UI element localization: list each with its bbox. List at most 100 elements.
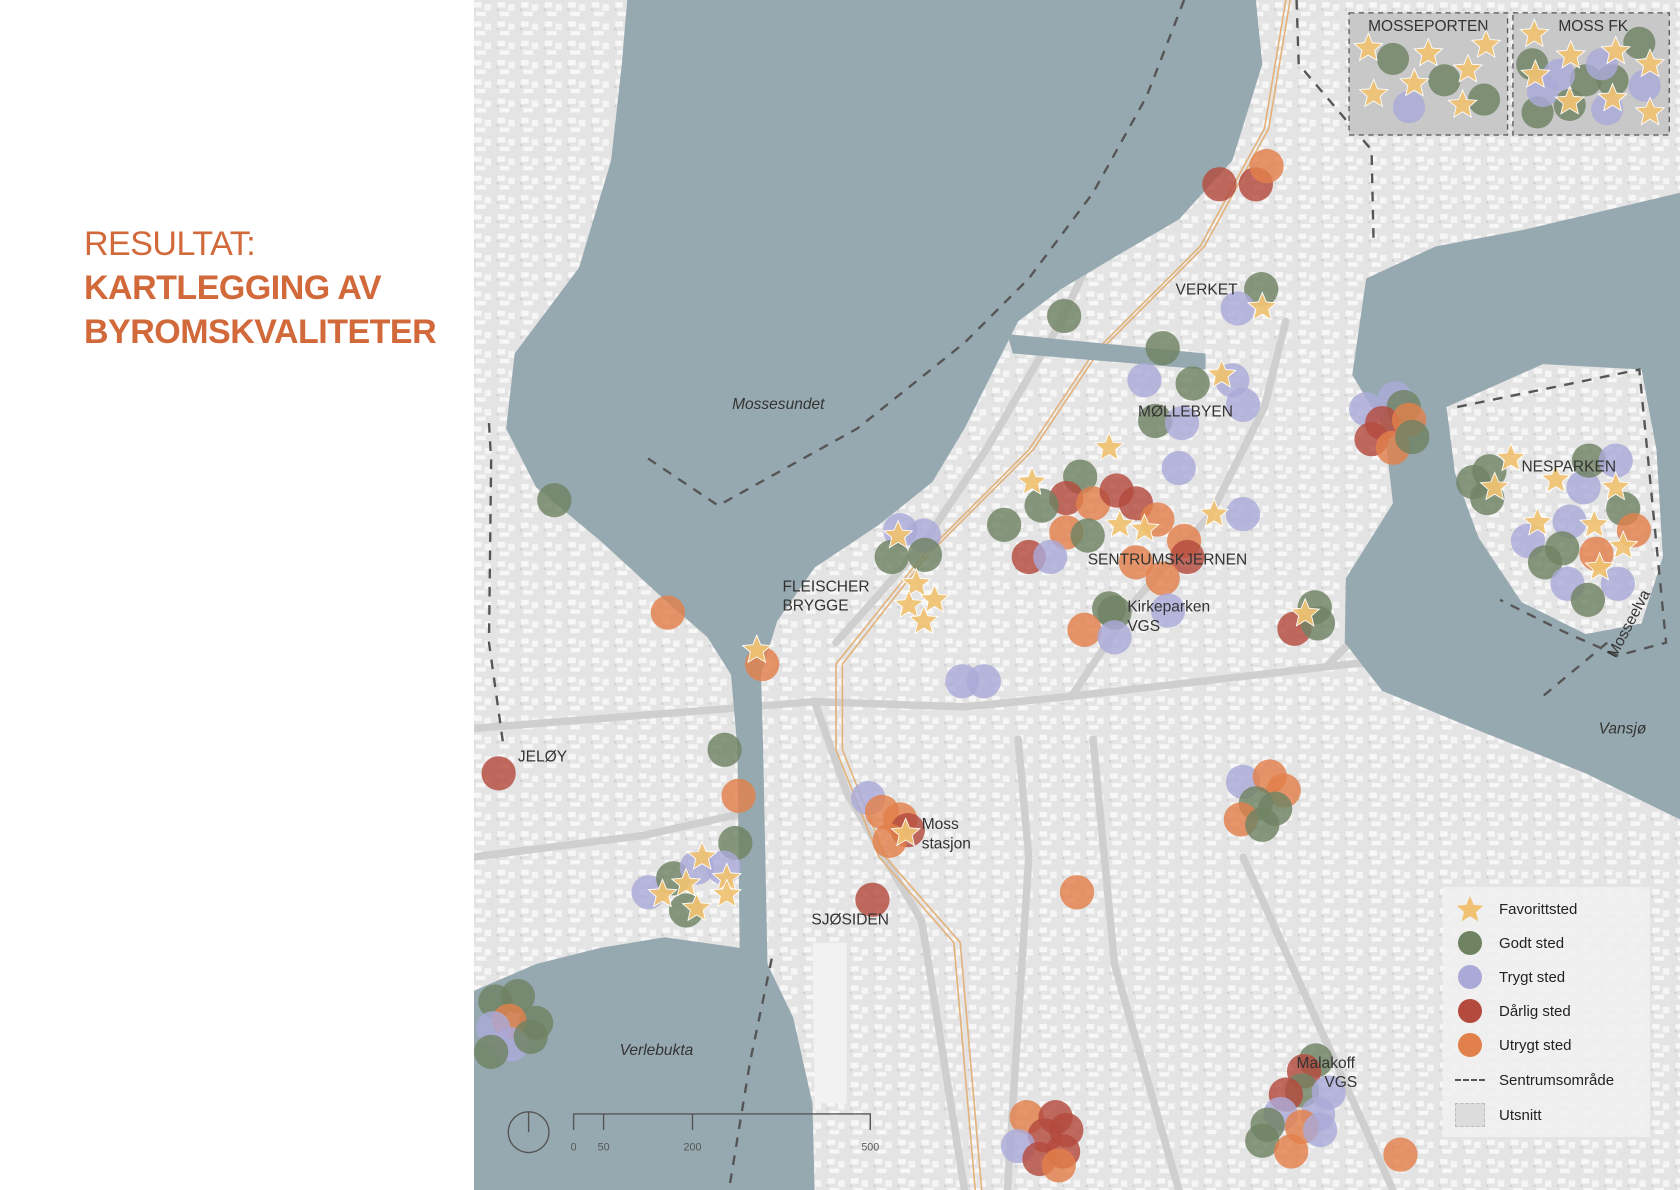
favorittsted-star-icon [1597,82,1628,112]
label-mollebyen: MØLLEBYEN [1138,404,1233,421]
utrygt-sted-marker [721,778,756,813]
label-nesparken: NESPARKEN [1521,458,1616,475]
page-title: RESULTAT: KARTLEGGING AV BYROMSKVALITETE… [84,222,437,354]
favorittsted-star-icon [1634,96,1666,126]
godt-sted-marker [1527,545,1563,580]
utrygt-sted-marker [1249,148,1284,184]
label-brygge: BRYGGE [782,598,848,615]
favorittsted-star-icon [1540,463,1572,493]
favorittsted-star-icon [741,634,773,664]
godt-sted-marker [1570,582,1606,617]
utrygt-sted-marker [1145,561,1180,596]
godt-sted-marker [1244,272,1279,307]
scale-tick: 0 [571,1141,577,1153]
legend-item-utsnitt: Utsnitt [1453,1100,1542,1130]
godt-sted-marker [537,483,572,518]
label-fleischer: FLEISCHER [782,578,869,595]
godt-sted-marker [1047,298,1082,334]
legend-item-favorittsted: Favorittsted [1453,894,1577,924]
legend-label: Godt sted [1499,934,1565,952]
sentrumsomrade-boundary [487,0,1668,1190]
trygt-sted-marker [1225,387,1261,423]
circle-icon [1453,1030,1487,1060]
trygt-sted-marker [1220,291,1255,326]
inset-markers [1353,18,1666,129]
godt-sted-marker [1070,518,1105,553]
utrygt-sted-marker [1383,1137,1418,1172]
godt-sted-marker [1245,807,1280,842]
scale-tick: 500 [861,1141,879,1153]
circle-icon [1453,928,1487,958]
legend-label: Utsnitt [1499,1106,1542,1124]
godt-sted-marker [513,1019,548,1054]
label-sentrumskjernen: SENTRUMSKJERNEN [1088,551,1247,568]
inset-label: MOSSEPORTEN [1368,18,1488,35]
favorittsted-star-icon [1519,18,1550,48]
favorittsted-star-icon [647,878,678,908]
scale-tick: 200 [684,1141,702,1153]
godt-sted-marker [874,539,909,575]
favorittsted-star-icon [1607,530,1639,560]
favorittsted-star-icon [1246,291,1278,321]
trygt-sted-marker [1150,593,1186,628]
trygt-sted-marker [1600,566,1636,601]
favorittsted-star-icon [1579,508,1610,538]
godt-sted-marker [1097,595,1132,630]
trygt-sted-marker [1302,1112,1338,1148]
godt-sted-marker [1175,366,1210,401]
utrygt-sted-marker [1041,1148,1076,1183]
inset-mosseporten[interactable]: MOSSEPORTEN [1348,12,1509,136]
inset-label: MOSS FK [1558,18,1628,35]
legend-label: Trygt sted [1499,968,1566,986]
scale-bar: 0 50 200 500 [571,1113,879,1153]
utrygt-sted-marker [1118,545,1154,580]
favorittsted-star-icon [1520,58,1551,88]
favorittsted-star-icon [686,840,718,870]
label-jeloy: JELØY [518,749,568,766]
godt-sted-marker [1428,64,1461,97]
legend-item-godt-sted: Godt sted [1453,928,1564,958]
title-line-1: RESULTAT: [84,225,256,263]
darlig-sted-marker [855,882,890,917]
trygt-sted-marker [1392,91,1426,124]
favorittsted-star-icon [1452,53,1484,83]
label-verket: VERKET [1176,282,1239,299]
title-line-3: BYROMSKVALITETER [84,313,437,351]
trygt-sted-marker [1598,443,1633,478]
utrygt-sted-marker [1059,875,1095,910]
favorittsted-star-icon [1399,67,1430,97]
legend-label: Favorittsted [1499,900,1578,918]
trygt-sted-marker [1161,450,1196,486]
utrygt-sted-marker [650,595,685,630]
favorittsted-star-icon [711,878,743,908]
trygt-sted-marker [1033,539,1068,575]
legend-item-utrygt-sted: Utrygt sted [1453,1030,1572,1060]
favorittsted-star-icon [1495,442,1527,472]
favorittsted-star-icon [1554,85,1585,115]
label-stasjon: stasjon [922,835,971,852]
utrygt-sted-marker [1274,1134,1309,1169]
label-vansjo: Vansjø [1599,721,1647,738]
legend-label: Dårlig sted [1499,1002,1571,1020]
favorittsted-star-icon [908,605,940,635]
favorittsted-star-icon [1353,32,1384,62]
favorittsted-star-icon [1479,471,1511,501]
map[interactable]: MOSSEPORTEN MOSS FK Mossesundet VERKET M… [474,0,1680,1190]
label-kirkeparken-vgs: VGS [1127,618,1160,635]
water-mossesundet [474,0,1263,1190]
favorittsted-star-icon [1447,88,1478,118]
trygt-sted-marker [1097,620,1132,655]
star-icon [1453,894,1487,924]
scale-tick: 50 [598,1141,610,1153]
favorittsted-star-icon [1634,48,1666,78]
trygt-sted-marker [1225,496,1261,532]
godt-sted-marker [987,507,1022,542]
land-quay [812,942,847,1104]
trygt-sted-marker [1164,405,1200,441]
favorittsted-star-icon [882,519,914,549]
favorittsted-star-icon [1093,431,1125,461]
favorittsted-star-icon [890,817,921,847]
favorittsted-star-icon [901,567,932,597]
godt-sted-marker [1623,26,1656,59]
favorittsted-star-icon [1600,35,1632,65]
